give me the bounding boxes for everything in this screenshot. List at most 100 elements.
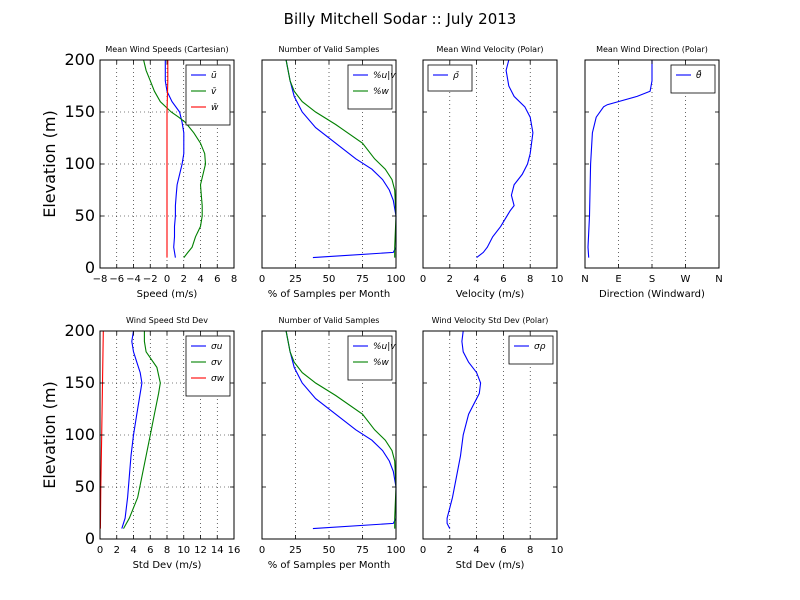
x-axis-label: Direction (Windward) (599, 289, 705, 300)
legend-box (185, 64, 231, 126)
y-axis-label: Elevation (m) (40, 110, 59, 217)
x-tick-label: 16 (228, 545, 241, 556)
legend-label: ū (211, 71, 217, 81)
x-tick-label: 10 (177, 545, 190, 556)
panel-wind_velocity_std_dev_polar: 0 2 4 6 8 10 Wind Velocity Std Dev (Polar) Std … (420, 316, 564, 571)
x-tick-label: −2 (143, 274, 158, 285)
panel-title: Mean Wind Velocity (Polar) (436, 45, 543, 54)
x-axis-label: Velocity (m/s) (456, 289, 525, 300)
x-tick-label: W (681, 274, 691, 285)
x-axis-label: % of Samples per Month (268, 289, 391, 300)
panel-valid_samples_top: 0 25 50 75 100 Number of Valid Samples % of Sa… (259, 45, 406, 300)
y-tick-label: 0 (85, 258, 95, 277)
y-tick-label: 200 (64, 50, 95, 69)
legend-label: σρ (534, 342, 546, 352)
x-tick-label: 4 (473, 545, 479, 556)
panel-title: Wind Speed Std Dev (126, 316, 208, 325)
x-tick-label: 8 (231, 274, 237, 285)
x-tick-label: 50 (323, 545, 336, 556)
y-axis-label: Elevation (m) (40, 381, 59, 488)
x-tick-label: −6 (109, 274, 124, 285)
y-tick-label: 50 (75, 477, 95, 496)
x-tick-label: 6 (500, 545, 506, 556)
x-tick-label: 0 (420, 545, 426, 556)
x-tick-label: 4 (130, 545, 136, 556)
series-line (446, 330, 482, 529)
panel-title: Number of Valid Samples (279, 45, 380, 54)
x-tick-label: 14 (211, 545, 224, 556)
x-axis-label: Std Dev (m/s) (133, 560, 202, 571)
panel-title: Number of Valid Samples (279, 316, 380, 325)
x-tick-label: 12 (194, 545, 207, 556)
x-tick-label: 0 (164, 274, 170, 285)
y-tick-label: 50 (75, 206, 95, 225)
x-tick-label: 0 (259, 274, 265, 285)
x-tick-label: 2 (114, 545, 120, 556)
y-tick-label: 200 (64, 321, 95, 340)
legend-label: %u|v (373, 71, 396, 81)
x-tick-label: 2 (447, 545, 453, 556)
series-line (123, 331, 161, 529)
x-tick-label: 8 (527, 545, 533, 556)
legend-label: σu (211, 342, 223, 352)
y-tick-label: 100 (64, 425, 95, 444)
x-tick-label: 6 (147, 545, 153, 556)
y-tick-label: 150 (64, 373, 95, 392)
series-line (587, 60, 653, 258)
legend-label: w̄ (211, 103, 219, 113)
panel-valid_samples_bottom: 0 25 50 75 100 Number of Valid Samples % of Sa… (259, 316, 406, 571)
x-tick-label: 6 (214, 274, 220, 285)
panel-mean_wind_direction_polar: N E S W N Mean Wind Direction (Polar) Directio… (581, 45, 722, 300)
x-tick-label: 75 (356, 274, 369, 285)
legend-box (427, 64, 473, 92)
figure-title: Billy Mitchell Sodar :: July 2013 (284, 10, 517, 28)
x-tick-label: 25 (289, 545, 302, 556)
x-tick-label: 100 (386, 274, 405, 285)
y-tick-label: 150 (64, 102, 95, 121)
x-tick-label: 100 (386, 545, 405, 556)
x-tick-label: 0 (97, 545, 103, 556)
legend-label: ρ̄ (453, 71, 460, 81)
series-line (99, 330, 104, 529)
x-tick-label: E (615, 274, 621, 285)
legend-label: %w (373, 87, 390, 97)
x-tick-label: 8 (164, 545, 170, 556)
x-tick-label: 6 (500, 274, 506, 285)
x-tick-label: 2 (181, 274, 187, 285)
series-line (143, 59, 207, 258)
legend-box (508, 335, 554, 365)
y-tick-label: 0 (85, 529, 95, 548)
legend-box (347, 64, 393, 110)
x-tick-label: N (715, 274, 722, 285)
x-tick-label: 50 (323, 274, 336, 285)
x-tick-label: 10 (551, 545, 564, 556)
x-tick-label: 0 (420, 274, 426, 285)
panel-title: Mean Wind Speeds (Cartesian) (105, 45, 228, 54)
legend-box (185, 335, 231, 397)
legend-label: σv (211, 358, 223, 368)
x-tick-label: 4 (197, 274, 203, 285)
panel-title: Wind Velocity Std Dev (Polar) (432, 316, 549, 325)
x-tick-label: −4 (126, 274, 141, 285)
series-line (121, 330, 143, 529)
x-tick-label: 8 (527, 274, 533, 285)
series-line (166, 60, 169, 258)
series-line (476, 59, 534, 259)
legend-label: %w (373, 358, 390, 368)
legend-label: θ̄ (696, 69, 702, 81)
x-tick-label: 0 (259, 545, 265, 556)
panel-mean_wind_velocity_polar: 0 2 4 6 8 10 Mean Wind Velocity (Polar) Velocit… (420, 45, 564, 300)
legend-label: %u|v (373, 342, 396, 352)
x-tick-label: 25 (289, 274, 302, 285)
x-axis-label: % of Samples per Month (268, 560, 391, 571)
x-axis-label: Std Dev (m/s) (456, 560, 525, 571)
panel-title: Mean Wind Direction (Polar) (596, 45, 708, 54)
x-tick-label: S (649, 274, 655, 285)
legend-box (670, 64, 716, 94)
x-tick-label: 2 (447, 274, 453, 285)
x-tick-label: 4 (473, 274, 479, 285)
x-tick-label: 10 (551, 274, 564, 285)
